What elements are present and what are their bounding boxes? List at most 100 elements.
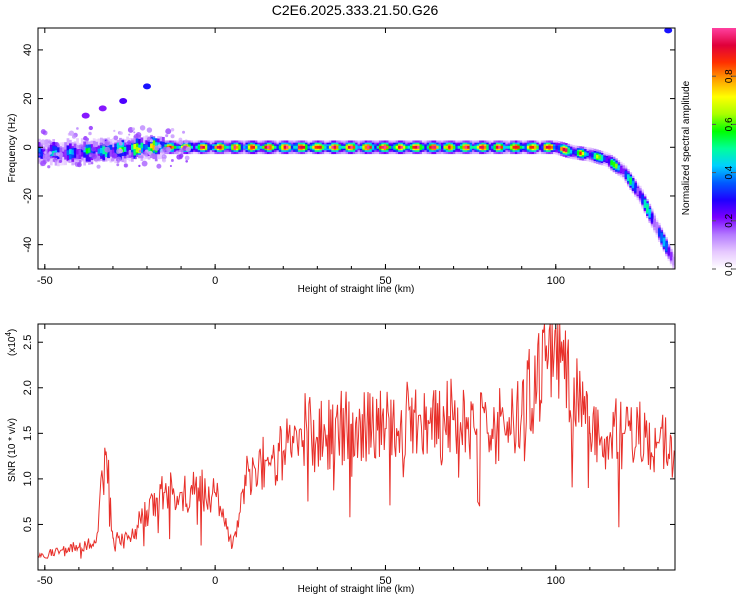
spectrogram-cell xyxy=(207,145,211,149)
spectrogram-cell xyxy=(533,145,537,149)
spectrogram-cell xyxy=(605,157,609,162)
spectrogram-cell xyxy=(455,145,459,149)
spectrogram-cell xyxy=(202,145,206,149)
spectrogram-cell xyxy=(88,147,91,153)
spectrogram-noise xyxy=(175,150,179,155)
snr-y-tick-label: 2.5 xyxy=(22,335,34,350)
spectrogram-noise xyxy=(55,142,59,146)
spectrogram-cell xyxy=(662,237,666,247)
spectrogram-noise xyxy=(43,151,47,154)
spectrogram-cell xyxy=(395,145,399,149)
spectrogram-noise xyxy=(138,164,141,168)
spectrogram-cell xyxy=(226,145,230,149)
spectrogram-cell xyxy=(83,147,87,158)
spectrogram-cell xyxy=(655,223,659,232)
spectrogram-cell xyxy=(352,145,356,149)
spectrogram-cell xyxy=(581,151,585,156)
spectrogram-x-ticks: -50 0 50 100 xyxy=(37,28,659,287)
spectrogram-noise xyxy=(110,158,115,162)
spectrogram-cell xyxy=(285,145,289,149)
spectrogram-cell xyxy=(276,145,280,149)
spectrogram-cell xyxy=(400,145,404,149)
snr-y-tick-label: 1.5 xyxy=(22,426,34,441)
spectrogram-cell xyxy=(147,140,151,151)
spectrogram-cell xyxy=(128,144,132,150)
spectrogram-cell xyxy=(460,145,463,149)
spectrogram-cell xyxy=(123,146,127,152)
spectrogram-cell xyxy=(376,145,380,149)
spectrogram-cell xyxy=(102,145,106,151)
spectrogram-noise xyxy=(38,153,41,156)
spectrogram-cell xyxy=(295,145,299,149)
spectrogram-cell xyxy=(38,147,41,158)
spectrogram-cell xyxy=(336,145,339,149)
spectrogram-cell xyxy=(429,145,432,149)
spectrogram-cell xyxy=(665,242,668,251)
spectrogram-noise xyxy=(48,140,52,144)
spectrogram-noise xyxy=(178,140,184,146)
spectrogram-noise xyxy=(170,134,175,139)
spectrogram-x-tick-label: 0 xyxy=(212,275,218,287)
spectrogram-cell xyxy=(393,145,397,149)
spectrogram-noise xyxy=(170,127,175,132)
spectrogram-cell xyxy=(97,148,101,154)
spectrogram-noise xyxy=(119,131,123,135)
snr-plot-area xyxy=(38,324,675,570)
colorbar-label: Normalized spectral amplitude xyxy=(681,80,692,215)
spectrogram-cell xyxy=(378,145,382,149)
spectrogram-cell xyxy=(576,151,580,155)
spectrogram-cell xyxy=(383,145,387,149)
colorbar-tick-label: 0.0 xyxy=(724,262,735,276)
spectrogram-y-tick-label: 20 xyxy=(22,92,34,104)
spectrogram-cell xyxy=(64,150,67,156)
spectrogram-cell xyxy=(209,145,213,149)
spectrogram-cell xyxy=(669,252,673,261)
spectrogram-cell xyxy=(69,149,72,155)
spectrogram-noise xyxy=(127,140,132,145)
spectrogram-cell xyxy=(617,165,621,171)
spectrogram-cell xyxy=(636,187,640,195)
spectrogram-cell xyxy=(49,145,53,155)
spectrogram-cell xyxy=(510,145,513,149)
spectrogram-cell xyxy=(436,145,439,149)
spectrogram-noise xyxy=(118,141,123,146)
spectrogram-cell xyxy=(381,145,385,149)
snr-panel: -50 0 50 100 0.5 1.0 1.5 2.0 2.5 Height of stra… xyxy=(4,323,676,595)
spectrogram-cell xyxy=(421,145,425,149)
spectrogram-x-tick-label: 100 xyxy=(547,275,565,287)
spectrogram-cell xyxy=(502,145,506,149)
spectrogram-noise xyxy=(185,146,191,152)
spectrogram-noise xyxy=(162,155,165,158)
spectrogram-noise xyxy=(86,137,90,141)
spectrogram-cell xyxy=(235,145,239,149)
spectrogram-cell xyxy=(259,145,263,149)
spectrogram-cell xyxy=(78,149,82,156)
spectrogram-cell xyxy=(512,145,516,149)
spectrogram-noise xyxy=(149,139,154,143)
spectrogram-cell xyxy=(419,145,423,149)
spectrogram-cell xyxy=(140,142,144,149)
spectrogram-cell xyxy=(374,145,377,149)
spectrogram-cell xyxy=(657,228,661,237)
spectrogram-noise xyxy=(45,156,50,162)
spectrogram-noise xyxy=(116,156,122,162)
spectrogram-cell xyxy=(564,148,568,153)
spectrogram-cell xyxy=(560,147,563,151)
spectrogram-cell xyxy=(59,147,63,153)
spectrogram-noise xyxy=(52,158,56,162)
spectrogram-noise xyxy=(151,153,155,157)
spectrogram-cell xyxy=(531,145,535,149)
snr-frame xyxy=(37,323,676,571)
spectrogram-cell xyxy=(76,149,79,155)
spectrogram-cell xyxy=(71,149,75,155)
spectrogram-cell xyxy=(243,145,246,149)
spectrogram-cell xyxy=(619,167,623,172)
spectrogram-cell xyxy=(133,143,137,149)
spectrogram-noise xyxy=(165,128,172,135)
spectrogram-cell xyxy=(412,145,416,149)
spectrogram-noise xyxy=(141,160,148,167)
spectrogram-noise xyxy=(78,160,82,164)
spectrogram-cell xyxy=(443,145,447,149)
spectrogram-y-tick-label: -20 xyxy=(22,188,34,204)
